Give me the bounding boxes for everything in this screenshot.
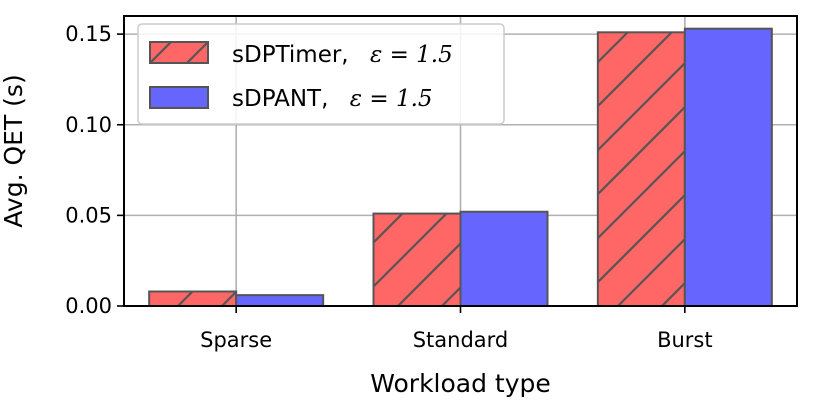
bar-sdpant-sparse: [235, 294, 325, 307]
bar-hatch: [149, 291, 237, 306]
bar-sdpant-standard: [459, 210, 549, 307]
legend-swatch-hatch: [149, 41, 172, 64]
legend-entry-sdpant: sDPANT, ε = 1.5: [232, 86, 433, 112]
legend-swatch-sdptimer: [149, 41, 209, 64]
bar-hatch: [373, 213, 461, 306]
legend-epsilon-sdptimer: ε = 1.5: [370, 42, 453, 68]
x-axis-label: Workload type: [370, 369, 551, 398]
ticks: 0.00 0.05 0.10 0.15 Sparse Standard Burst: [65, 22, 712, 352]
legend-label-sdptimer: sDPTimer,: [232, 42, 349, 68]
legend-box: [137, 23, 505, 125]
legend-epsilon-sdpant: ε = 1.5: [350, 86, 433, 112]
x-tick-label-burst: Burst: [657, 328, 713, 352]
bars: [148, 27, 773, 307]
legend-label-sdpant: sDPANT,: [232, 86, 328, 112]
y-tick-label: 0.05: [65, 203, 112, 227]
bar-sdpant-burst: [683, 27, 773, 307]
bar-hatch: [597, 32, 685, 306]
y-tick-label: 0.15: [65, 22, 112, 46]
legend-swatch-sdpant: [149, 86, 209, 109]
x-tick-label-sparse: Sparse: [200, 328, 272, 352]
y-axis-label: Avg. QET (s): [0, 74, 28, 227]
x-tick-label-standard: Standard: [413, 328, 509, 352]
y-tick-label: 0.10: [65, 113, 112, 137]
legend-entry-sdptimer: sDPTimer, ε = 1.5: [232, 42, 453, 68]
legend-swatch-hatch: [186, 41, 209, 64]
legend: sDPTimer, ε = 1.5 sDPANT, ε = 1.5: [137, 23, 505, 125]
y-tick-label: 0.00: [65, 294, 112, 318]
